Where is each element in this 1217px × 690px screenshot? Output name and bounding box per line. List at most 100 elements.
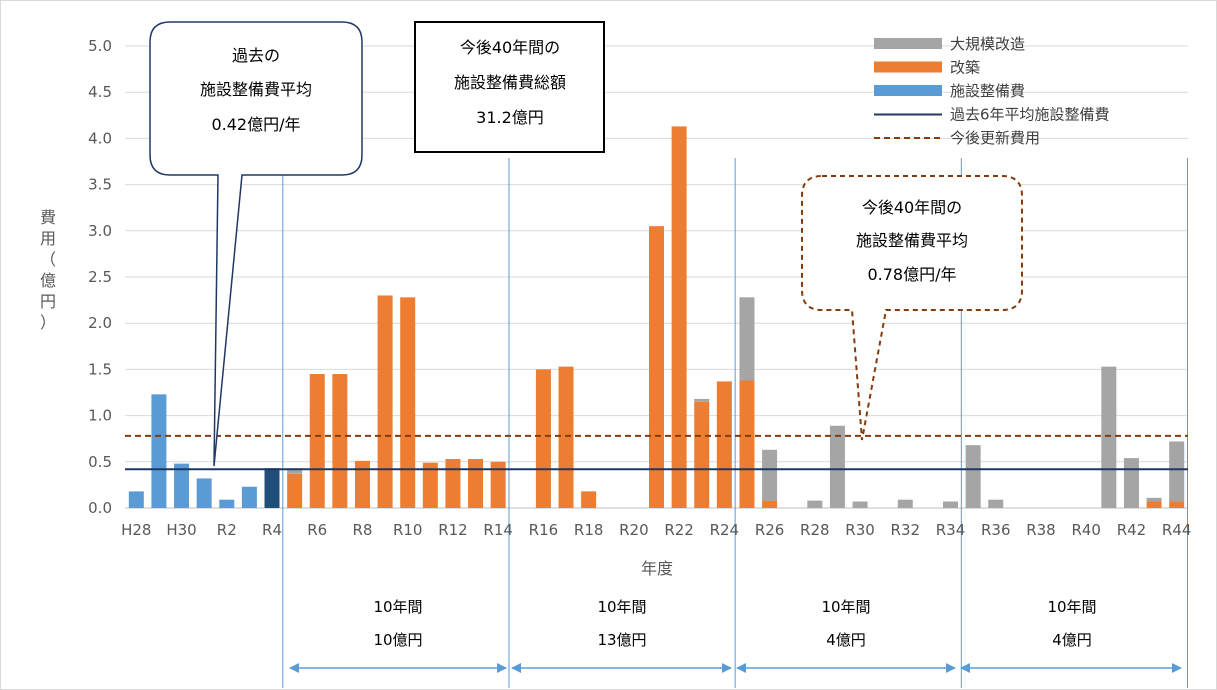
bar bbox=[694, 398, 710, 402]
legend-swatch bbox=[874, 61, 942, 73]
period-3-years: 10年間 bbox=[821, 598, 870, 616]
period-1: 10年間 10億円 bbox=[289, 598, 507, 673]
bar bbox=[739, 380, 755, 508]
legend-label: 過去6年平均施設整備費 bbox=[950, 106, 1110, 124]
x-tick-label: R16 bbox=[529, 521, 559, 539]
y-axis-title: 費用 （ 億円 ） bbox=[40, 208, 56, 332]
bar bbox=[287, 468, 303, 474]
callout-future-line2: 施設整備費平均 bbox=[856, 231, 968, 250]
bar bbox=[219, 499, 235, 508]
period-4-years: 10年間 bbox=[1047, 598, 1096, 616]
y-tick-label: 5.0 bbox=[88, 37, 112, 55]
y-tick-label: 1.5 bbox=[88, 360, 112, 378]
y-axis-title-char: 費 bbox=[40, 208, 56, 227]
bar bbox=[829, 425, 845, 508]
bar bbox=[694, 401, 710, 508]
legend-label: 施設整備費 bbox=[950, 82, 1025, 100]
period-annotations: 10年間 10億円 10年間 13億円 10年間 4億円 10年間 4億円 bbox=[289, 598, 1182, 673]
bar bbox=[716, 381, 732, 508]
bar bbox=[241, 486, 257, 508]
legend-swatch bbox=[874, 38, 942, 49]
y-tick-label: 2.5 bbox=[88, 268, 112, 286]
x-tick-label: R6 bbox=[307, 521, 327, 539]
bar bbox=[264, 468, 280, 508]
callout-total: 今後40年間の 施設整備費総額 31.2億円 bbox=[414, 21, 605, 153]
bar bbox=[739, 297, 755, 381]
callout-total-line2: 施設整備費総額 bbox=[454, 73, 566, 92]
bar bbox=[943, 501, 959, 508]
period-2: 10年間 13億円 bbox=[511, 598, 732, 673]
bar bbox=[128, 491, 144, 508]
legend-label: 大規模改造 bbox=[950, 35, 1025, 53]
legend-label: 改築 bbox=[950, 59, 980, 77]
y-axis-title-char: 用 bbox=[40, 229, 56, 248]
bar bbox=[649, 226, 664, 508]
period-3-amount: 4億円 bbox=[826, 631, 866, 649]
bar bbox=[1101, 366, 1117, 508]
y-axis-title-char: ） bbox=[40, 313, 56, 332]
bar bbox=[1146, 497, 1162, 502]
callout-future-average: 今後40年間の 施設整備費平均 0.78億円/年 bbox=[801, 175, 1023, 441]
bar bbox=[558, 366, 574, 508]
bar bbox=[309, 374, 325, 508]
bar bbox=[174, 463, 190, 508]
y-tick-label: 4.5 bbox=[88, 83, 112, 101]
bar bbox=[400, 297, 416, 508]
x-axis-title: 年度 bbox=[641, 559, 673, 578]
bar bbox=[332, 374, 348, 508]
x-tick-label: R30 bbox=[845, 521, 875, 539]
bar bbox=[762, 449, 778, 501]
bar bbox=[807, 500, 823, 508]
x-tick-label: R20 bbox=[619, 521, 649, 539]
bar bbox=[354, 460, 370, 508]
bar bbox=[762, 500, 778, 508]
bars bbox=[128, 126, 1185, 508]
y-tick-label: 2.0 bbox=[88, 314, 112, 332]
period-3: 10年間 4億円 bbox=[736, 598, 956, 673]
bar bbox=[671, 126, 687, 508]
bar bbox=[468, 459, 484, 508]
bar bbox=[852, 501, 868, 508]
reference-lines bbox=[125, 434, 1188, 471]
callout-future-line1: 今後40年間の bbox=[862, 198, 962, 217]
callout-total-line3: 31.2億円 bbox=[476, 108, 544, 127]
y-axis-title-char: （ bbox=[40, 250, 56, 269]
period-4-amount: 4億円 bbox=[1052, 631, 1092, 649]
x-tick-label: H28 bbox=[121, 521, 151, 539]
callout-past-line2: 施設整備費平均 bbox=[200, 80, 312, 99]
bar bbox=[1123, 458, 1139, 508]
x-tick-label: R8 bbox=[352, 521, 372, 539]
x-tick-label: R40 bbox=[1071, 521, 1101, 539]
bar bbox=[535, 369, 551, 508]
x-tick-label: R14 bbox=[483, 521, 513, 539]
period-divider-lines bbox=[282, 158, 1188, 688]
y-axis-title-char: 億 bbox=[40, 271, 56, 290]
x-tick-label: R18 bbox=[574, 521, 604, 539]
x-tick-label: R26 bbox=[755, 521, 785, 539]
bar bbox=[897, 499, 913, 508]
bar bbox=[1146, 501, 1162, 508]
x-tick-label: R12 bbox=[438, 521, 468, 539]
legend-swatch bbox=[874, 85, 942, 96]
y-axis-title-char: 円 bbox=[40, 292, 56, 311]
x-tick-label: R44 bbox=[1162, 521, 1192, 539]
callout-future-line3: 0.78億円/年 bbox=[867, 265, 956, 284]
callout-future-shape bbox=[801, 175, 1023, 441]
y-tick-label: 1.0 bbox=[88, 407, 112, 425]
bar bbox=[445, 459, 461, 508]
x-tick-label: R42 bbox=[1117, 521, 1147, 539]
x-tick-label: R34 bbox=[936, 521, 966, 539]
x-tick-label: R38 bbox=[1026, 521, 1056, 539]
callout-past-line1: 過去の bbox=[232, 46, 280, 65]
x-tick-label: R4 bbox=[262, 521, 282, 539]
legend-label: 今後更新費用 bbox=[950, 129, 1040, 147]
period-1-years: 10年間 bbox=[373, 598, 422, 616]
bar bbox=[965, 445, 981, 508]
bar bbox=[151, 394, 167, 508]
bar bbox=[988, 499, 1004, 508]
period-4: 10年間 4億円 bbox=[960, 598, 1182, 673]
bar bbox=[377, 295, 393, 508]
y-tick-label: 3.0 bbox=[88, 222, 112, 240]
period-1-amount: 10億円 bbox=[373, 631, 422, 649]
